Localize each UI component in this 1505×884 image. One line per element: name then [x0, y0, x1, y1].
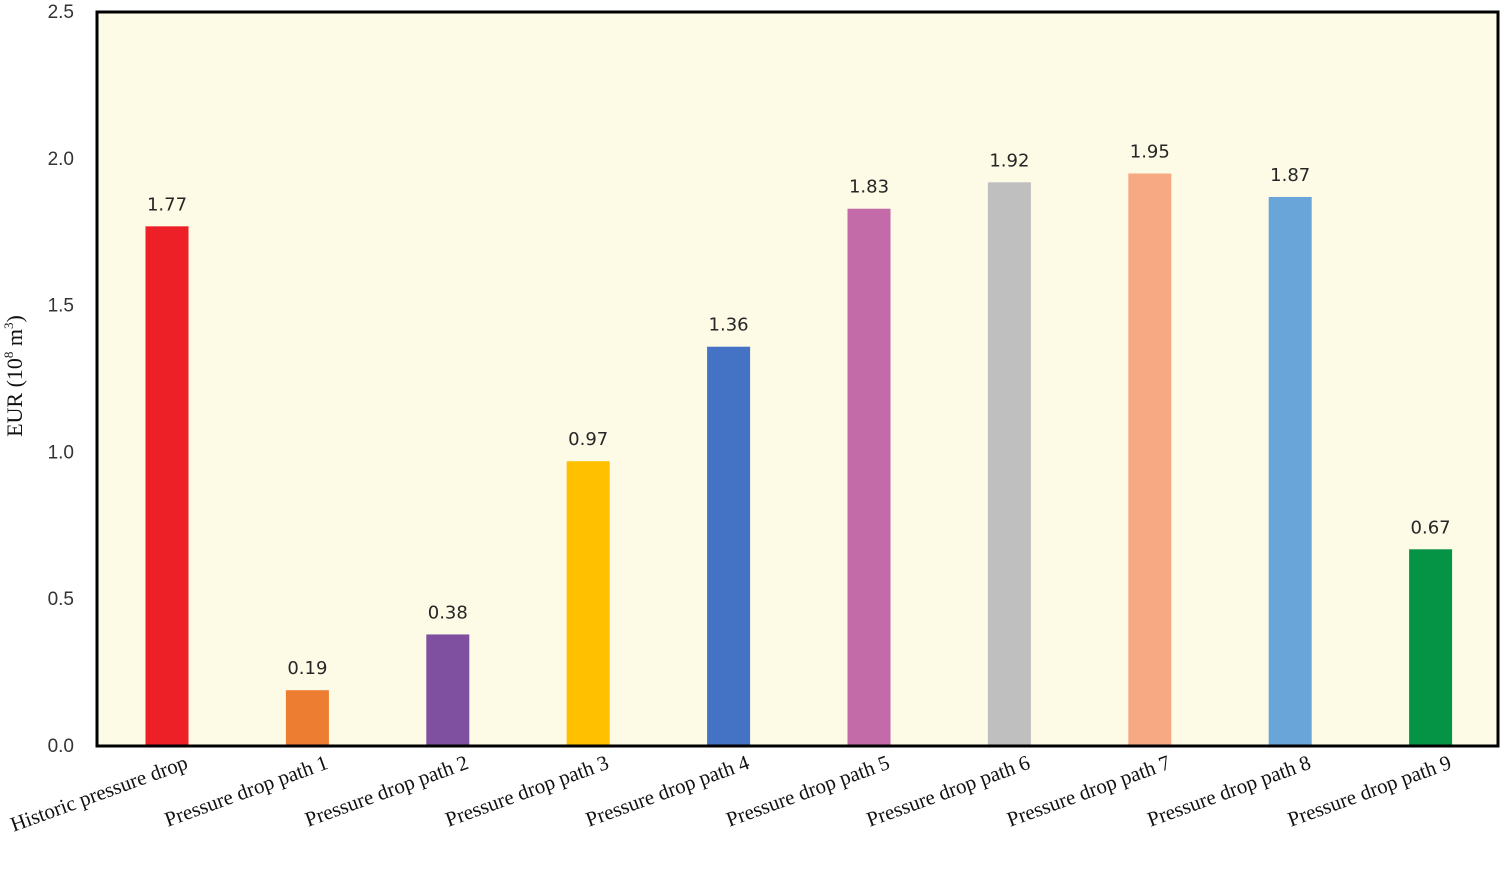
y-axis-ticks: 0.0 0.5 1.0 1.5 2.0 2.5	[48, 2, 74, 757]
bar	[1128, 173, 1172, 747]
plot-area	[97, 12, 1498, 746]
bar	[145, 226, 189, 746]
bar-value-label: 1.83	[849, 177, 889, 198]
plot-frame	[95, 10, 1500, 748]
bar-value-label: 0.97	[568, 429, 608, 450]
bar-value-label: 1.92	[989, 150, 1029, 171]
bar	[1268, 196, 1312, 746]
bar-value-label: 1.87	[1270, 165, 1310, 186]
bar-value-label: 1.77	[147, 194, 187, 215]
bar-value-label: 0.67	[1411, 517, 1451, 538]
y-tick-label: 0.0	[48, 736, 74, 757]
bar	[707, 346, 751, 746]
bar-value-label: 1.36	[709, 315, 749, 336]
bar-value-label: 0.19	[287, 658, 327, 679]
value-labels-group: 1.77 0.19 0.38 0.97 1.36 1.83 1.92 1.95 1.87 0.67	[147, 141, 1451, 679]
y-tick-label: 0.5	[48, 589, 74, 610]
x-category-label: Historic pressure drop	[7, 750, 191, 836]
bar	[847, 208, 891, 746]
y-tick-label: 2.5	[48, 2, 74, 23]
y-tick-label: 1.5	[48, 296, 74, 317]
bar	[426, 634, 470, 746]
y-axis-title: EUR (108 m3)	[1, 315, 27, 437]
bar	[987, 182, 1031, 747]
bars-group	[145, 173, 1453, 747]
bar	[566, 461, 610, 746]
bar	[1409, 549, 1453, 746]
bar-value-label: 0.38	[428, 602, 468, 623]
bar-value-label: 1.95	[1130, 141, 1170, 162]
y-tick-label: 1.0	[48, 442, 74, 463]
y-tick-label: 2.0	[48, 149, 74, 170]
bar	[285, 690, 329, 746]
